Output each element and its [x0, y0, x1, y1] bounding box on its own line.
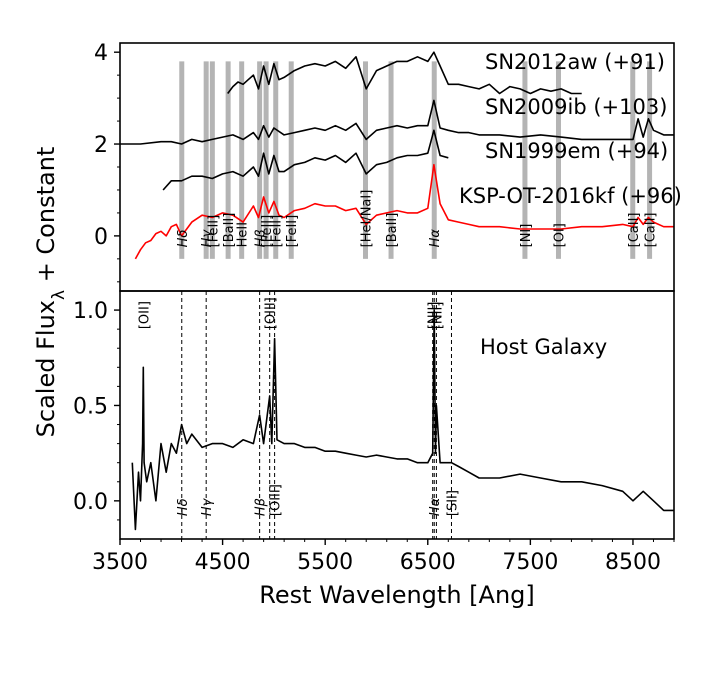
marker-label-h-3: Hβ: [254, 498, 269, 516]
bottom-ytick-label-0: 0.0: [73, 490, 108, 515]
marker-label-h-7: Hα: [428, 497, 443, 516]
line-label-feii-8: [FeII]: [285, 215, 300, 248]
line-band-h-11: [431, 61, 437, 259]
series-line-sn1999em-94: [162, 129, 449, 191]
line-label-ni-12: [NI]: [519, 224, 534, 248]
series-label-ksp-ot-2016kf-96: KSP-OT-2016kf (+96): [459, 184, 682, 208]
marker-label-nii-8: [NII]: [430, 302, 445, 330]
xtick-label-3500: 3500: [92, 550, 148, 575]
marker-label-h-2: Hγ: [200, 497, 215, 516]
line-band-caii-15: [647, 61, 653, 259]
marker-label-h-1: Hδ: [176, 498, 191, 516]
series-line-sn2012aw-91: [227, 51, 582, 95]
line-band-h-0: [179, 61, 185, 259]
x-axis-label: Rest Wavelength [Ang]: [259, 581, 535, 609]
top-spectra: [120, 51, 674, 260]
top-series-labels: SN2012aw (+91) SN2009ib (+103) SN1999em (+…: [459, 50, 682, 208]
line-band-ni-12: [522, 61, 528, 259]
series-label-sn2009ib-103: SN2009ib (+103): [485, 95, 667, 119]
line-band-feii-2: [209, 61, 215, 259]
series-label-sn1999em-94: SN1999em (+94): [485, 139, 668, 163]
top-panel-frame: [119, 42, 675, 292]
marker-label-oiii-4: [OIII]: [264, 297, 279, 329]
series-line-sn2009ib-103: [120, 99, 674, 145]
marker-label-nii-6: [NII]: [427, 302, 442, 330]
bottom-panel-frame: [119, 290, 675, 540]
xtick-label-6500: 6500: [400, 550, 456, 575]
line-label-feii-6: [FeII]: [260, 215, 275, 248]
line-band-heii-4: [239, 61, 245, 259]
host-galaxy-line: [131, 309, 674, 531]
bottom-line-markers: [181, 291, 452, 539]
marker-label-oiii-5: [OIII]: [269, 484, 284, 516]
top-line-labels: Hδ Hγ[FeII] [BaII]HeII Hβ[FeII][FeII] [FeII]…: [176, 190, 659, 248]
xtick-label-7500: 7500: [502, 550, 558, 575]
bottom-ytick-label-0.5: 0.5: [73, 394, 108, 419]
line-label-oi-13: [OI]: [552, 223, 567, 247]
line-label-feii-7: [FeII]: [270, 215, 285, 248]
bottom-line-labels: [OII]Hδ Hγ Hβ[OIII][OIII][NII]Hα[NII][SII]: [137, 297, 460, 516]
y-axis-label: Scaled Fluxλ + Constant: [32, 147, 69, 438]
line-label-h-1: Hγ: [200, 229, 215, 248]
line-label-feii-2: [FeII]: [206, 215, 221, 248]
top-ytick-label-0: 0: [94, 225, 108, 250]
xtick-label-5500: 5500: [297, 550, 353, 575]
line-band-h-1: [203, 61, 209, 259]
top-ytick-label-4: 4: [94, 41, 108, 66]
xtick-label-8500: 8500: [605, 550, 661, 575]
marker-label-oii-0: [OII]: [137, 301, 152, 329]
line-band-hei-nai-9: [363, 61, 369, 259]
line-label-caii-14: [CaII]: [627, 213, 642, 248]
series-line-ksp-ot-2016kf-96: [134, 163, 674, 260]
host-galaxy-spectrum: [131, 309, 674, 531]
line-band-oi-13: [555, 61, 561, 259]
line-band-caii-14: [630, 61, 636, 259]
line-label-caii-15: [CaII]: [644, 213, 659, 248]
line-label-h-0: Hδ: [176, 230, 191, 248]
top-ytick-label-2: 2: [94, 133, 108, 158]
line-label-h-11: Hα: [428, 229, 443, 248]
line-band-h-5: [257, 61, 263, 259]
bottom-ytick-label-1: 1.0: [73, 299, 108, 324]
line-label-heii-4: HeII: [236, 222, 251, 247]
top-y-axis: 0 2 4: [94, 41, 120, 283]
bottom-axes: 0.0 0.5 1.0 3500 4500 5500 6500 7500 8500: [73, 299, 675, 575]
line-band-feii-8: [288, 61, 294, 259]
xtick-label-4500: 4500: [195, 550, 251, 575]
line-label-baii-10: [BaII]: [385, 213, 400, 248]
line-label-hei-nai-9: [HeI/NaI]: [360, 190, 375, 248]
host-galaxy-annotation: Host Galaxy: [480, 335, 607, 359]
series-label-sn2012aw-91: SN2012aw (+91): [485, 50, 665, 74]
line-band-baii-3: [225, 61, 231, 259]
line-label-h-5: Hβ: [254, 229, 269, 247]
marker-label-sii-9: [SII]: [445, 490, 460, 516]
line-label-baii-3: [BaII]: [222, 213, 237, 248]
